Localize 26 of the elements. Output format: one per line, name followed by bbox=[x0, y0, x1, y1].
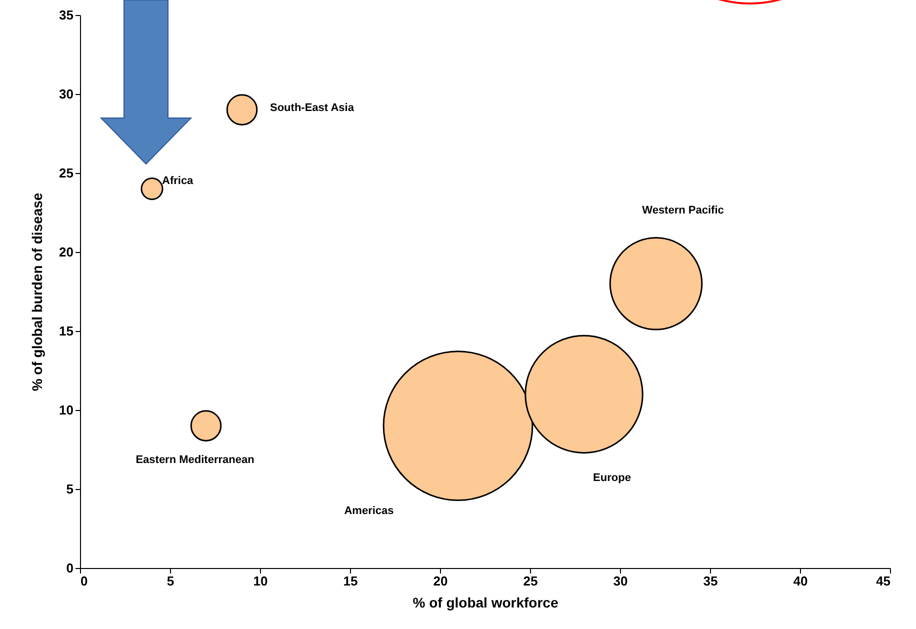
y-tick-label: 10 bbox=[59, 402, 74, 418]
annotation: Western Pacific bbox=[642, 204, 724, 217]
x-tick-label: 30 bbox=[613, 574, 628, 588]
x-tick-label: 40 bbox=[793, 574, 808, 588]
y-axis-title: % of global burden of disease bbox=[29, 192, 46, 392]
annotation: South-East Asia bbox=[270, 102, 355, 114]
annotation: Eastern Mediterranean bbox=[136, 454, 255, 466]
y-tick-label: 15 bbox=[59, 324, 74, 338]
y-tick-label: 20 bbox=[59, 244, 74, 260]
x-tick-label: 10 bbox=[253, 574, 268, 588]
x-tick-label: 25 bbox=[523, 574, 538, 588]
annotation: Europe bbox=[593, 472, 631, 484]
x-tick-label: 0 bbox=[80, 574, 88, 588]
y-tick-label: 0 bbox=[66, 560, 74, 576]
y-tick-label: 35 bbox=[59, 8, 74, 22]
annotation: Africa bbox=[162, 174, 194, 187]
x-tick-label: 15 bbox=[343, 574, 358, 588]
annotation: Americas bbox=[344, 504, 394, 517]
y-tick-label: 30 bbox=[59, 86, 74, 102]
x-tick-label: 35 bbox=[703, 574, 718, 588]
x-tick-label: 5 bbox=[166, 574, 174, 588]
x-tick-label: 45 bbox=[876, 574, 890, 588]
x-axis-title: % of global workforce bbox=[412, 594, 558, 610]
x-tick-label: 20 bbox=[433, 574, 448, 588]
y-tick-label: 5 bbox=[66, 482, 74, 496]
y-tick-label: 25 bbox=[59, 166, 74, 180]
